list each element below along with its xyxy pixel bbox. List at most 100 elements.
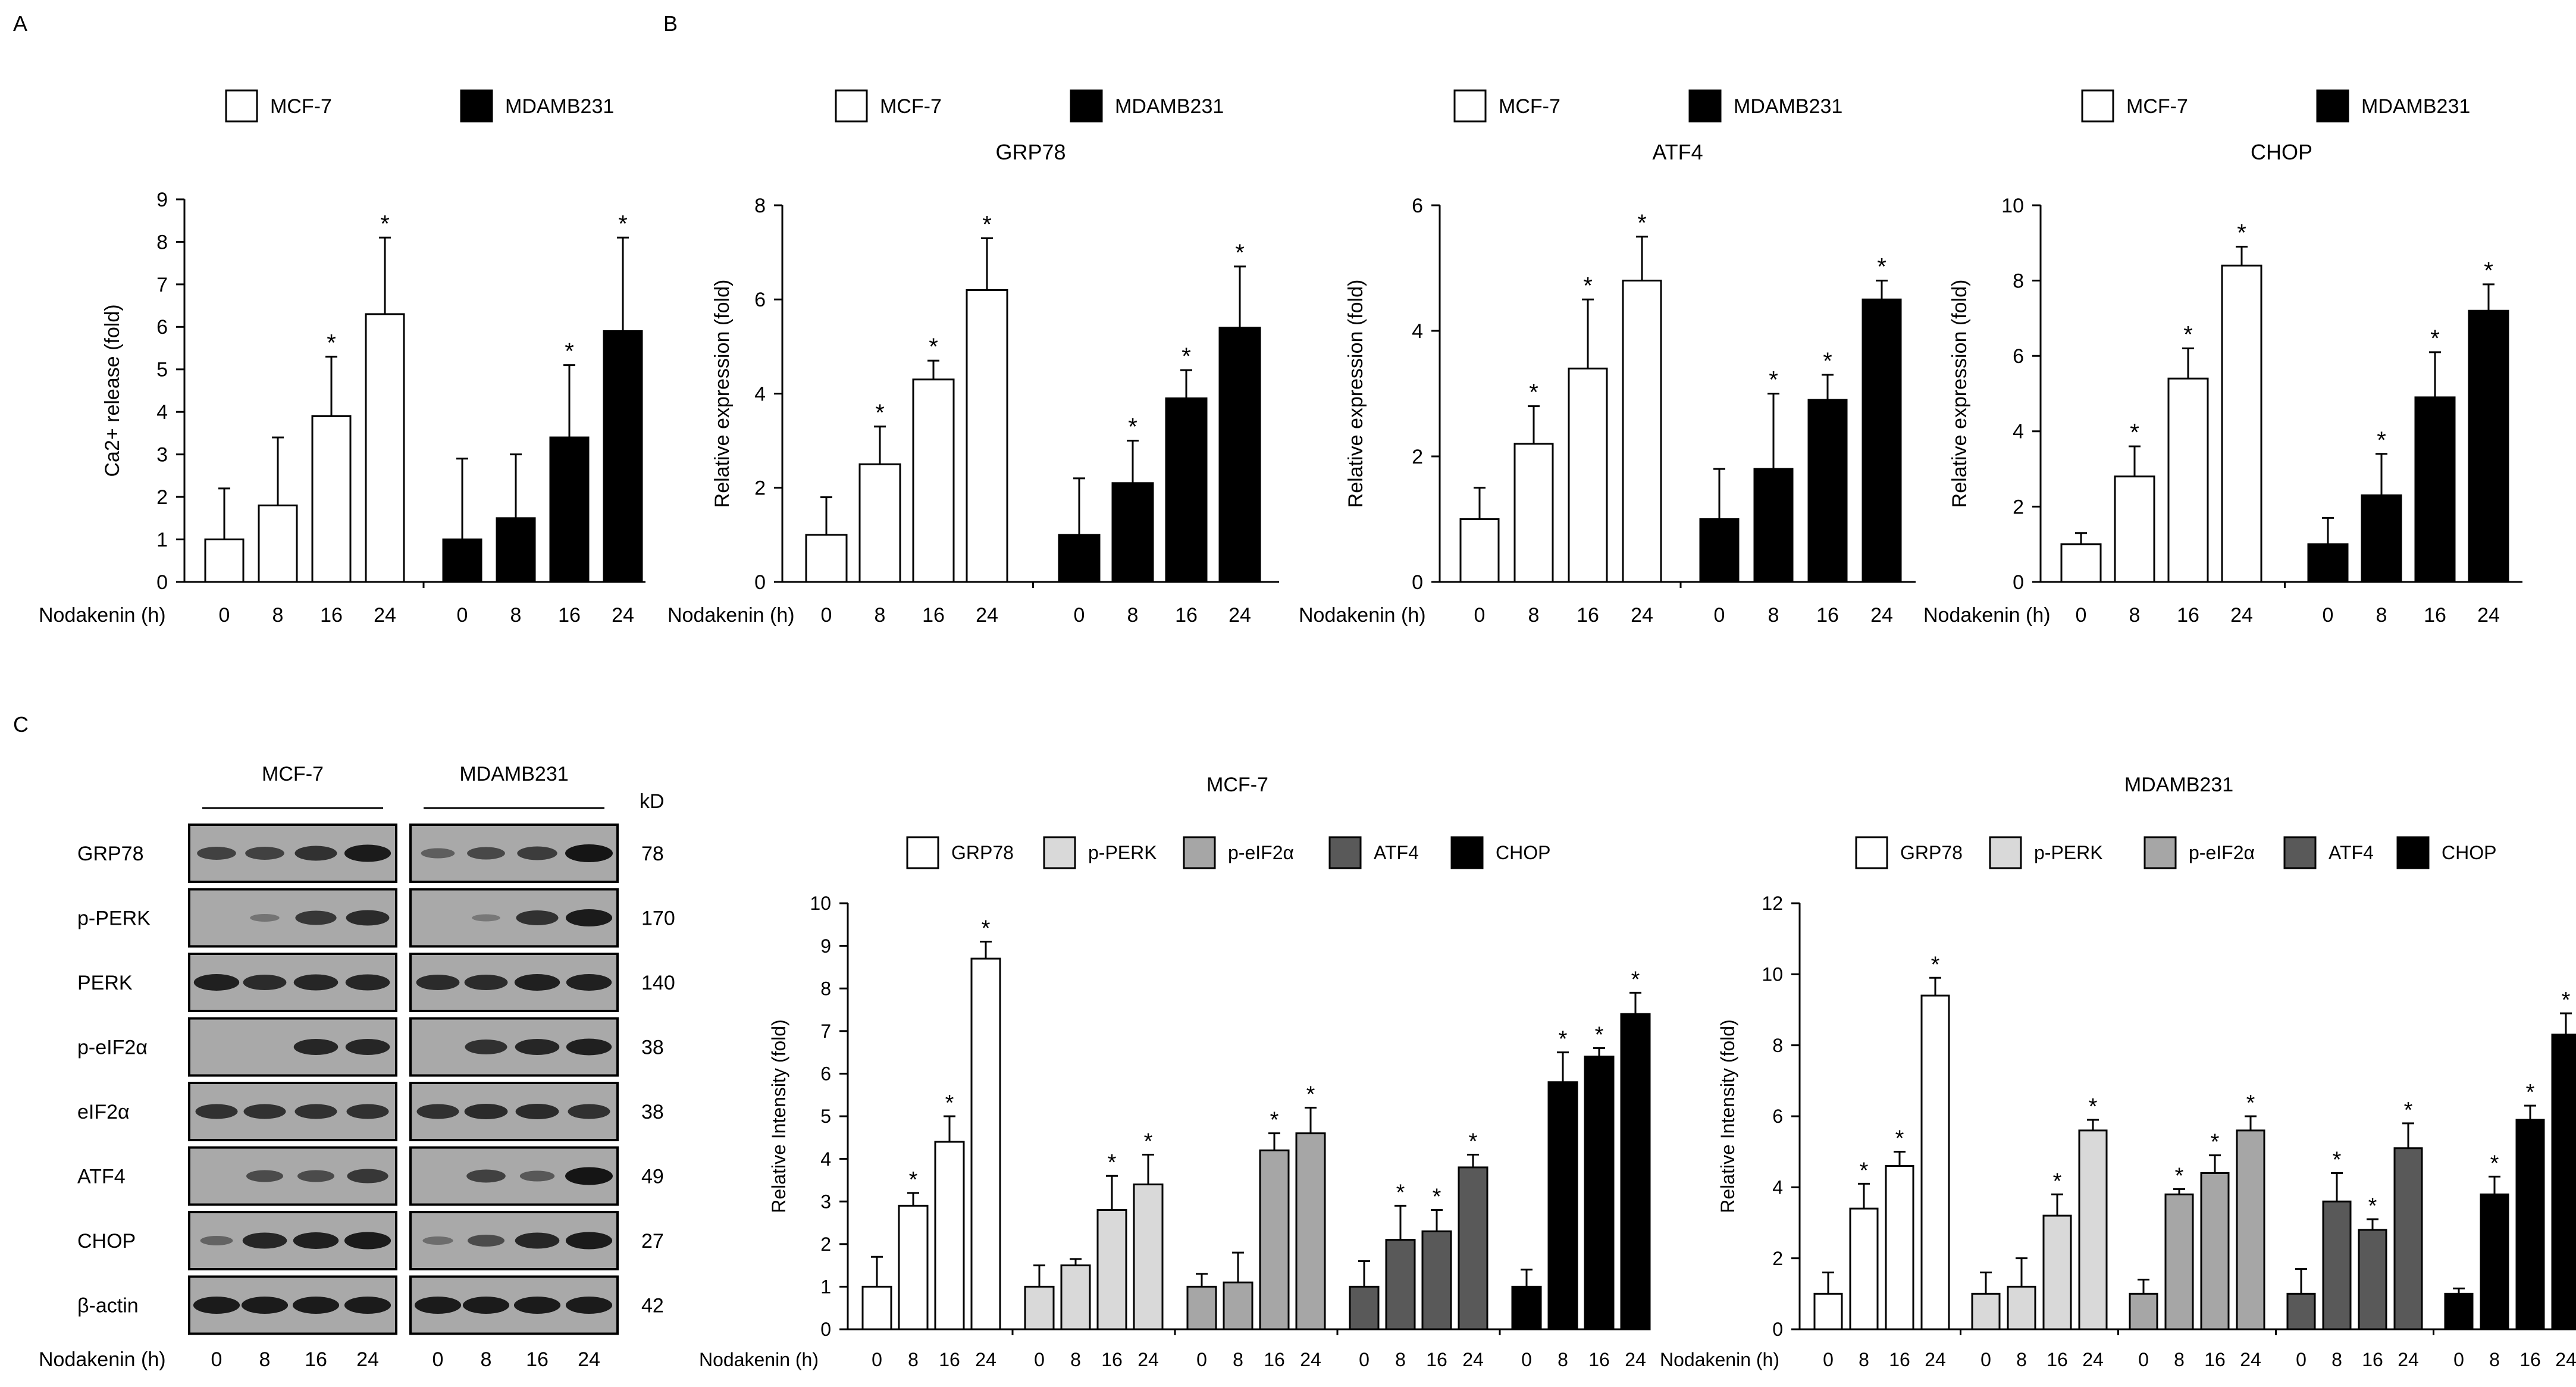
x-tick-label: 0	[1034, 1349, 1045, 1370]
y-tick-label: 6	[820, 1063, 831, 1085]
x-tick-label: 16	[1175, 604, 1198, 627]
blot-band	[565, 844, 613, 862]
bar	[1511, 1285, 1542, 1330]
blot-band	[242, 1232, 287, 1249]
x-tick-label: 24	[1300, 1349, 1321, 1370]
x-tick-label: 8	[1528, 604, 1540, 627]
y-tick-label: 6	[2013, 345, 2024, 368]
significance-marker: *	[565, 339, 574, 365]
significance-marker: *	[1637, 210, 1647, 236]
legend-swatch	[2316, 89, 2349, 123]
x-tick-label: 8	[1233, 1349, 1243, 1370]
significance-marker: *	[1631, 967, 1640, 992]
chart-title: MDAMB231	[2124, 774, 2233, 796]
bar	[2060, 543, 2102, 583]
significance-marker: *	[2377, 427, 2386, 453]
y-tick-label: 8	[2013, 270, 2024, 293]
blot-kd-label: 38	[641, 1101, 664, 1123]
blot-band	[293, 1232, 339, 1249]
blot-band	[193, 974, 240, 991]
y-tick-label: 0	[820, 1319, 831, 1340]
y-tick-label: 9	[156, 189, 168, 211]
significance-marker: *	[1235, 240, 1245, 266]
legend-swatch	[1328, 836, 1362, 869]
blot-lane-label: 8	[259, 1348, 271, 1371]
blot-band	[472, 914, 500, 922]
legend-swatch	[1688, 89, 1722, 123]
significance-marker: *	[2130, 419, 2139, 446]
x-tick-label: 0	[457, 604, 468, 627]
blot-band	[568, 1104, 610, 1119]
x-axis-label: Nodakenin (h)	[1660, 1349, 1779, 1370]
y-tick-label: 5	[820, 1106, 831, 1127]
significance-marker: *	[618, 211, 628, 237]
bar	[2007, 1285, 2036, 1330]
bar	[1458, 1166, 1488, 1330]
bar	[1753, 468, 1794, 583]
x-tick-label: 0	[1714, 604, 1725, 627]
legend-label: p-PERK	[1088, 842, 1157, 863]
blot-kd-label: 170	[641, 907, 675, 930]
bar	[2468, 309, 2509, 583]
legend-label: MDAMB231	[1115, 95, 1224, 118]
significance-marker: *	[2484, 258, 2493, 284]
bar	[2358, 1229, 2387, 1330]
bar	[858, 463, 901, 583]
y-tick-label: 2	[820, 1233, 831, 1255]
significance-marker: *	[1823, 348, 1832, 374]
legend-swatch	[1070, 89, 1103, 123]
blot-cell-line-label: MCF-7	[262, 763, 324, 785]
bar	[2307, 543, 2349, 583]
blot-lane-label: 16	[305, 1348, 327, 1371]
significance-marker: *	[2562, 988, 2571, 1013]
x-tick-label: 16	[2047, 1349, 2068, 1370]
x-tick-label: 8	[1557, 1349, 1568, 1370]
x-tick-label: 24	[2555, 1349, 2576, 1370]
bar	[2114, 475, 2155, 583]
x-tick-label: 16	[558, 604, 581, 627]
significance-marker: *	[875, 400, 885, 426]
bar	[204, 538, 245, 583]
blot-kd-header: kD	[640, 790, 665, 813]
y-tick-label: 10	[1762, 964, 1783, 985]
y-tick-label: 0	[754, 571, 766, 594]
significance-marker: *	[1144, 1129, 1153, 1154]
bar	[2078, 1129, 2108, 1330]
significance-marker: *	[1877, 254, 1886, 280]
legend-label: GRP78	[1900, 842, 1963, 863]
blot-protein-label: CHOP	[77, 1230, 136, 1253]
blot-membrane	[188, 888, 397, 948]
legend-label: MCF-7	[1499, 95, 1560, 118]
panel-label-c: C	[13, 712, 29, 737]
significance-marker: *	[2333, 1147, 2342, 1172]
significance-marker: *	[982, 211, 992, 237]
blot-band	[468, 1235, 504, 1247]
blot-band	[414, 1297, 462, 1314]
x-tick-label: 16	[1816, 604, 1839, 627]
significance-marker: *	[1595, 1022, 1604, 1047]
x-tick-label: 24	[2082, 1349, 2104, 1370]
blot-band	[462, 1297, 510, 1314]
x-tick-label: 8	[272, 604, 284, 627]
bar	[1622, 280, 1662, 583]
blot-lane-label: 8	[481, 1348, 492, 1371]
y-tick-label: 8	[156, 231, 168, 253]
blot-band	[250, 914, 280, 922]
bar	[1060, 1264, 1091, 1330]
bar	[1513, 443, 1554, 583]
blot-band	[565, 1167, 613, 1185]
x-tick-label: 8	[1768, 604, 1779, 627]
bar	[805, 534, 848, 583]
blot-cell-line-label: MDAMB231	[459, 763, 568, 785]
y-tick-label: 7	[156, 274, 168, 296]
legend-label: MDAMB231	[2361, 95, 2470, 118]
x-tick-label: 24	[1631, 604, 1653, 627]
significance-marker: *	[1396, 1180, 1405, 1205]
blot-band	[515, 1039, 560, 1055]
bar	[1421, 1230, 1452, 1330]
bar	[898, 1204, 929, 1330]
legend-swatch	[1183, 836, 1216, 869]
x-tick-label: 16	[1577, 604, 1599, 627]
bar	[1218, 327, 1261, 583]
